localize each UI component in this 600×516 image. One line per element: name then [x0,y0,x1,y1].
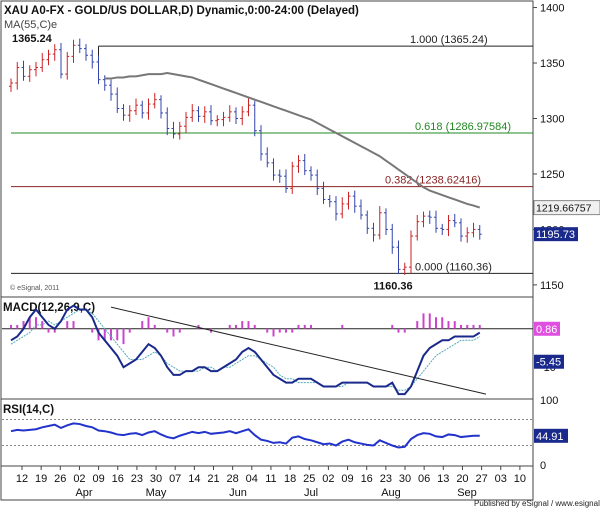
x-day-label: 10 [514,473,526,485]
x-day-label: 19 [35,473,47,485]
x-day-label: 13 [437,473,449,485]
macd-trendline [110,306,487,395]
y-tick-label: 1400 [540,3,564,15]
x-day-label: 04 [246,473,258,485]
x-day-label: 11 [265,473,276,485]
swing-low-label: 1160.36 [374,280,413,292]
ma-value-label: 1219.66757 [536,203,592,215]
x-day-label: 16 [361,473,373,485]
macd-histogram-value-flag [534,321,560,336]
rsi-title: RSI(14,C) [3,404,54,416]
moving-average-line [104,71,481,209]
swing-high-label: 1365.24 [12,33,53,45]
last-price-label: 1195.73 [536,229,575,241]
ma-legend: MA(55,C)e [4,19,57,31]
fib-level-label: 0.000 (1160.36) [415,261,492,273]
fibonacci-levels: 1.000 (1365.24) 0.618 (1286.97584) 0.382 (… [11,34,533,274]
x-axis: 12 19 26 02 09 16 23 30 07 14 21 28 04 11 18 25 02 09 16 23… [16,466,526,499]
rsi-value: 44.91 [536,431,564,443]
x-day-label: 06 [418,473,430,485]
y-tick-label: 1300 [540,113,564,125]
x-day-label: 02 [322,473,334,485]
x-day-label: 07 [169,473,181,485]
x-day-label: 30 [150,473,162,485]
y-tick-label: 1150 [540,280,564,292]
x-day-label: 16 [112,473,124,485]
rsi-line [10,422,480,449]
x-day-label: 18 [284,473,296,485]
x-day-label: 20 [456,473,468,485]
rsi-y-tick-label: 100 [540,395,558,407]
rsi-value-flag [534,428,568,443]
x-month-label: Sep [457,487,477,499]
y-tick-label: 1250 [540,169,564,181]
fib-level-label: 1.000 (1365.24) [410,34,488,46]
x-day-label: 27 [475,473,487,485]
fib-level-label: 0.382 (1238.62416) [385,175,481,187]
price-labels: 1365.24 1160.36 1219.66757 1195.73 [12,33,600,292]
ma-55-line [104,71,481,209]
x-day-label: 21 [207,473,219,485]
macd-value-flag [534,354,564,369]
rsi-indicator: 10050044.91 [2,395,568,472]
x-month-label: Apr [75,487,92,499]
x-day-label: 26 [54,473,66,485]
watermark-text: © eSignal, 2011 [10,284,60,292]
x-day-label: 14 [188,473,200,485]
chart-title: XAU A0-FX - GOLD/US DOLLAR,D) Dynamic,0:… [4,5,359,17]
x-day-label: 02 [73,473,85,485]
x-month-label: Jul [304,487,318,499]
price-bars [9,38,482,275]
x-month-label: Jun [229,487,247,499]
fib-level-label: 0.618 (1286.97584) [415,121,511,133]
macd-indicator: -100.86-5.45 [2,304,564,396]
x-day-label: 09 [341,473,353,485]
macd-signal-line [10,309,481,391]
footer-text: Published by eSignal / www.esignal.com [474,499,600,508]
x-day-label: 30 [399,473,411,485]
x-day-label: 25 [303,473,315,485]
x-day-label: 28 [227,473,239,485]
x-day-label: 23 [380,473,392,485]
macd-line [10,304,481,396]
macd-title: MACD(12,26,9,C) [3,302,95,314]
x-day-label: 12 [16,473,28,485]
x-day-label: 09 [92,473,104,485]
last-price-flag [534,227,578,242]
macd-histogram-value: 0.86 [536,324,557,336]
x-day-label: 03 [495,473,507,485]
macd-value: -5.45 [536,357,561,369]
rsi-y-tick-label: 0 [540,460,546,472]
x-month-label: Aug [381,487,401,499]
x-month-label: May [146,487,167,499]
y-tick-label: 1350 [540,58,564,70]
x-day-label: 23 [131,473,143,485]
ma-value-flag [533,200,600,216]
